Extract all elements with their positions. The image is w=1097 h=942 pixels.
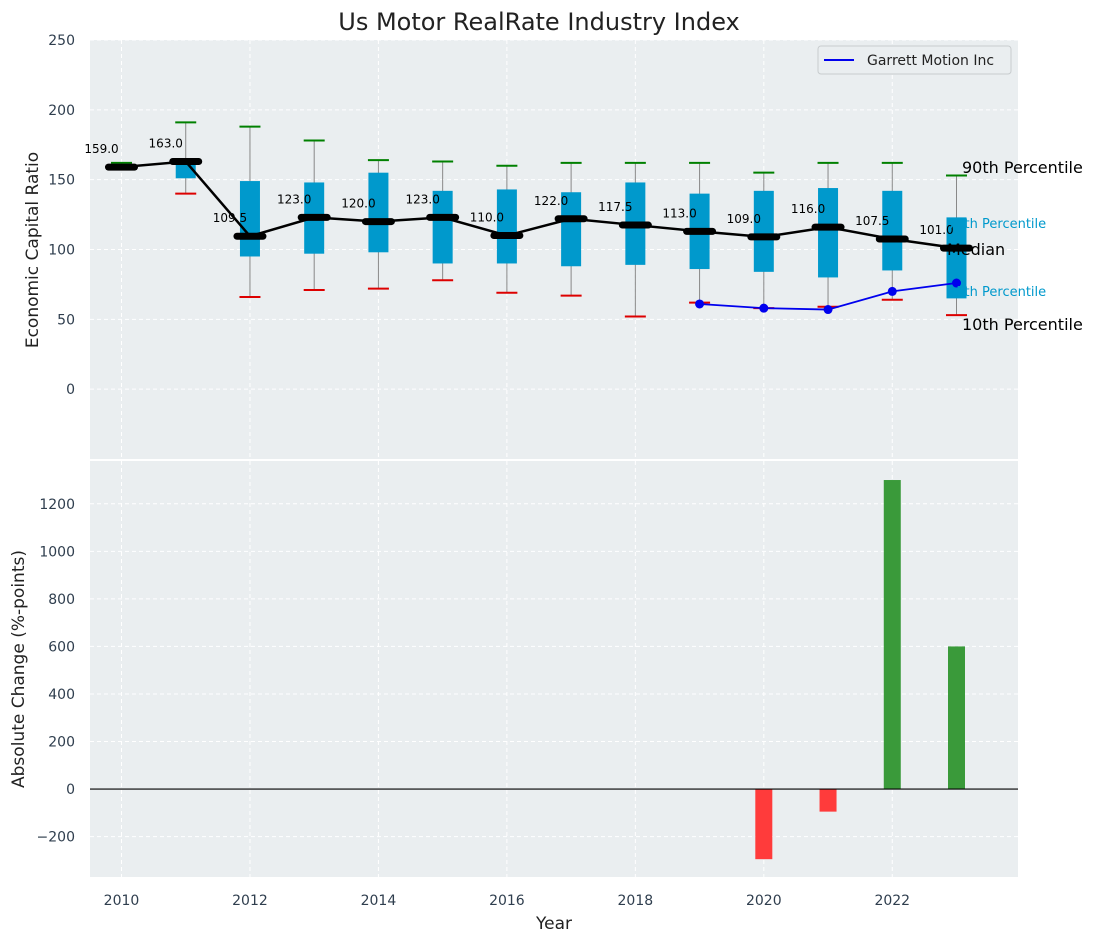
bottom-y-axis-label: Absolute Change (%-points) xyxy=(9,550,29,788)
median-value-label: 123.0 xyxy=(405,192,439,206)
median-value-label: 101.0 xyxy=(919,223,953,237)
median-value-label: 116.0 xyxy=(791,202,825,216)
change-bar xyxy=(883,480,901,790)
median-value-label: 123.0 xyxy=(277,192,311,206)
bottom-y-tick-label: 1200 xyxy=(39,497,75,513)
iqr-box xyxy=(818,188,839,278)
x-tick-label: 2020 xyxy=(746,893,782,909)
top-y-tick-label: 150 xyxy=(48,173,75,189)
median-value-label: 163.0 xyxy=(149,137,183,151)
median-value-label: 109.5 xyxy=(213,211,247,225)
x-tick-label: 2010 xyxy=(104,893,140,909)
bottom-y-tick-label: 0 xyxy=(66,782,75,798)
company-series-point xyxy=(759,303,769,313)
top-y-tick-label: 0 xyxy=(66,382,75,398)
change-bar xyxy=(819,789,837,812)
top-y-tick-label: 100 xyxy=(48,243,75,259)
iqr-box xyxy=(882,190,903,271)
bottom-y-tick-label: 800 xyxy=(48,592,75,608)
legend-label: Garrett Motion Inc xyxy=(867,53,994,69)
bottom-y-tick-label: 600 xyxy=(48,639,75,655)
legend-box xyxy=(817,45,1012,75)
median-value-label: 110.0 xyxy=(470,211,504,225)
legend: Garrett Motion Inc xyxy=(817,45,1012,75)
bottom-panel-background xyxy=(90,461,1018,877)
annotation-90th: 90th Percentile xyxy=(962,158,1083,177)
company-series-point xyxy=(887,286,897,296)
top-y-ticks: 0 50 100 150 200 250 xyxy=(48,33,75,398)
median-value-label: 120.0 xyxy=(341,197,375,211)
change-bar xyxy=(948,646,965,790)
x-axis-label: Year xyxy=(535,914,572,934)
x-tick-label: 2018 xyxy=(618,893,654,909)
top-y-tick-label: 200 xyxy=(48,103,75,119)
median-value-label: 107.5 xyxy=(855,214,889,228)
median-value-label: 159.0 xyxy=(84,142,118,156)
company-series-point xyxy=(823,305,833,315)
chart-title: Us Motor RealRate Industry Index xyxy=(338,8,740,36)
annotation-75th: 75th Percentile xyxy=(948,217,1046,232)
bottom-y-ticks: −200 0 200 400 600 800 1000 1200 xyxy=(37,497,75,846)
x-tick-label: 2012 xyxy=(232,893,268,909)
top-y-tick-label: 250 xyxy=(48,33,75,49)
annotation-median: Median xyxy=(947,240,1005,259)
iqr-box xyxy=(561,192,582,267)
iqr-box xyxy=(496,189,517,264)
series-group xyxy=(695,278,961,315)
company-series-point xyxy=(952,278,961,288)
x-tick-label: 2022 xyxy=(874,893,910,909)
bottom-y-tick-label: −200 xyxy=(37,830,75,846)
x-tick-label: 2014 xyxy=(361,893,397,909)
bottom-y-tick-label: 200 xyxy=(48,735,75,751)
top-y-tick-label: 50 xyxy=(57,312,75,328)
median-value-label: 117.5 xyxy=(598,200,632,214)
x-tick-label: 2016 xyxy=(489,893,525,909)
iqr-box xyxy=(946,217,967,299)
bottom-y-tick-label: 400 xyxy=(48,687,75,703)
company-series-point xyxy=(695,299,705,309)
bar-group xyxy=(755,480,965,860)
iqr-box xyxy=(432,190,453,264)
x-ticks: 2010 2012 2014 2016 2018 2020 2022 xyxy=(104,893,910,909)
bottom-y-tick-label: 1000 xyxy=(39,544,75,560)
median-value-label: 109.0 xyxy=(727,212,761,226)
median-value-label: 122.0 xyxy=(534,194,568,208)
annotation-25th: 25th Percentile xyxy=(948,285,1046,300)
iqr-box xyxy=(753,190,774,272)
median-value-label: 113.0 xyxy=(662,206,696,220)
median-line-group: 159.0 163.0 109.5 123.0 120.0 123.0 110.0 122.0… xyxy=(84,137,973,252)
annotation-10th: 10th Percentile xyxy=(962,315,1083,334)
iqr-box xyxy=(368,172,389,253)
top-y-axis-label: Economic Capital Ratio xyxy=(23,152,43,348)
change-bar xyxy=(755,789,773,860)
